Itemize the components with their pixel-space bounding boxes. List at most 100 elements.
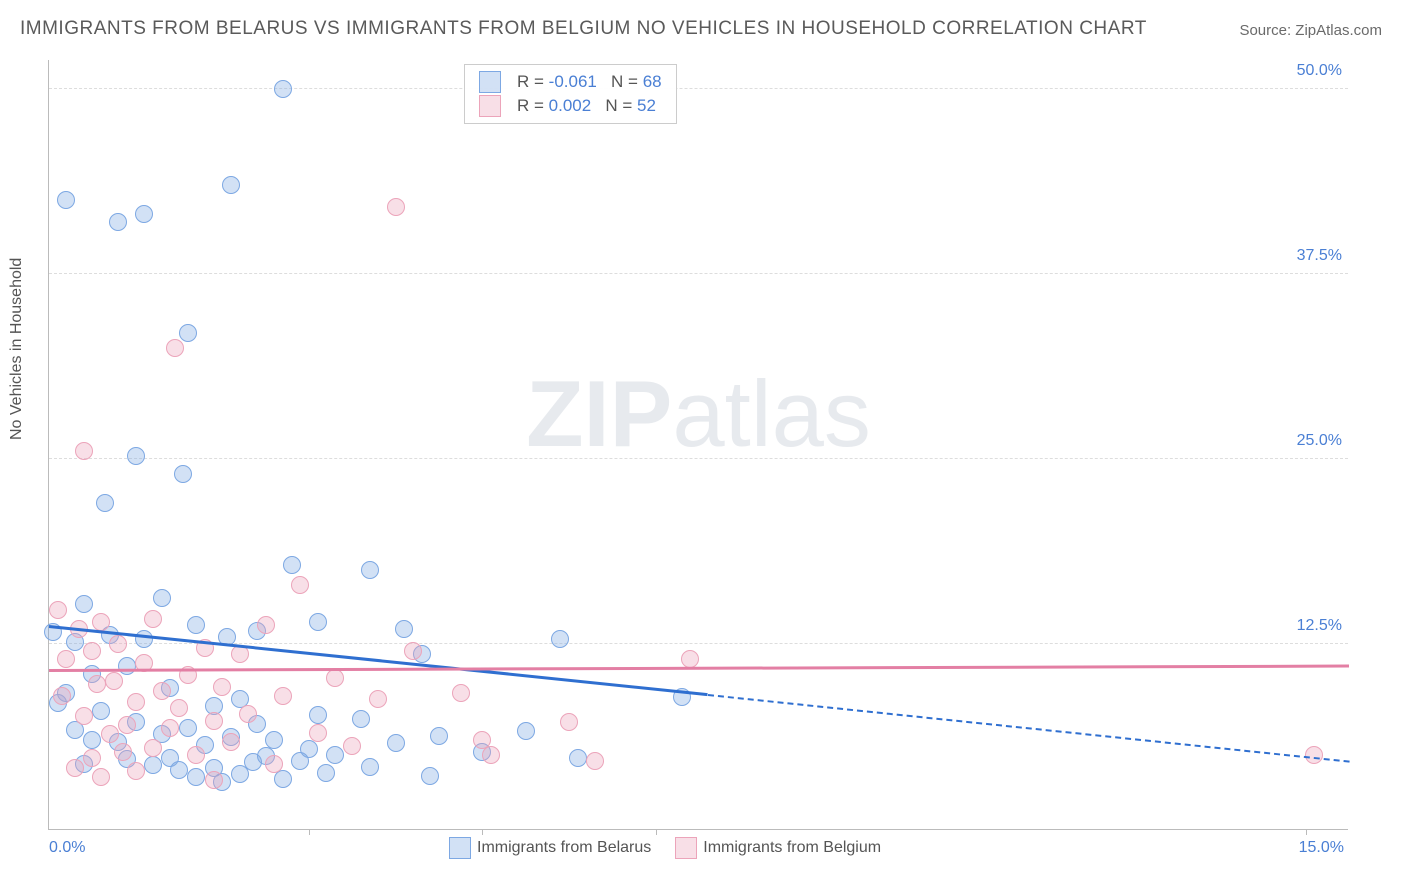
gridline xyxy=(49,88,1348,89)
y-tick-label: 12.5% xyxy=(1297,617,1342,635)
scatter-point xyxy=(83,731,101,749)
series-legend: Immigrants from Belarus Immigrants from B… xyxy=(449,837,881,859)
scatter-point xyxy=(75,442,93,460)
scatter-point xyxy=(101,725,119,743)
source-attribution: Source: ZipAtlas.com xyxy=(1239,22,1382,39)
scatter-point xyxy=(127,762,145,780)
gridline xyxy=(49,273,1348,274)
chart-title: IMMIGRANTS FROM BELARUS VS IMMIGRANTS FR… xyxy=(20,18,1147,40)
scatter-point xyxy=(57,191,75,209)
scatter-point xyxy=(317,764,335,782)
scatter-point xyxy=(83,642,101,660)
scatter-point xyxy=(421,767,439,785)
scatter-point xyxy=(222,733,240,751)
scatter-point xyxy=(109,635,127,653)
scatter-point xyxy=(144,739,162,757)
scatter-point xyxy=(179,719,197,737)
scatter-point xyxy=(222,176,240,194)
scatter-point xyxy=(1305,746,1323,764)
scatter-point xyxy=(187,768,205,786)
watermark: ZIPatlas xyxy=(526,360,871,468)
x-tick-label: 0.0% xyxy=(49,839,85,857)
legend-item: Immigrants from Belarus xyxy=(449,837,651,859)
scatter-point xyxy=(179,324,197,342)
scatter-point xyxy=(88,675,106,693)
scatter-point xyxy=(560,713,578,731)
y-tick-label: 37.5% xyxy=(1297,247,1342,265)
scatter-point xyxy=(170,699,188,717)
scatter-point xyxy=(187,746,205,764)
scatter-point xyxy=(205,771,223,789)
scatter-plot-area: ZIPatlas 12.5%25.0%37.5%50.0%0.0%15.0%R … xyxy=(48,60,1348,830)
scatter-point xyxy=(75,595,93,613)
scatter-point xyxy=(681,650,699,668)
scatter-point xyxy=(127,447,145,465)
scatter-point xyxy=(569,749,587,767)
x-tick-mark xyxy=(309,829,310,835)
scatter-point xyxy=(291,576,309,594)
scatter-point xyxy=(265,731,283,749)
scatter-point xyxy=(161,719,179,737)
x-tick-label: 15.0% xyxy=(1299,839,1344,857)
scatter-point xyxy=(144,756,162,774)
scatter-point xyxy=(109,213,127,231)
scatter-point xyxy=(174,465,192,483)
scatter-point xyxy=(265,755,283,773)
scatter-point xyxy=(352,710,370,728)
scatter-point xyxy=(551,630,569,648)
scatter-point xyxy=(83,749,101,767)
scatter-point xyxy=(387,198,405,216)
scatter-point xyxy=(517,722,535,740)
scatter-point xyxy=(118,716,136,734)
scatter-point xyxy=(309,724,327,742)
scatter-point xyxy=(57,650,75,668)
scatter-point xyxy=(430,727,448,745)
scatter-point xyxy=(187,616,205,634)
legend-swatch xyxy=(479,95,501,117)
scatter-point xyxy=(369,690,387,708)
scatter-point xyxy=(257,616,275,634)
legend-label: Immigrants from Belgium xyxy=(703,839,881,857)
scatter-point xyxy=(118,657,136,675)
gridline xyxy=(49,458,1348,459)
scatter-point xyxy=(274,80,292,98)
stat-row: R = -0.061 N = 68 xyxy=(479,71,662,93)
scatter-point xyxy=(387,734,405,752)
scatter-point xyxy=(92,768,110,786)
scatter-point xyxy=(309,706,327,724)
scatter-point xyxy=(343,737,361,755)
scatter-point xyxy=(49,601,67,619)
scatter-point xyxy=(361,758,379,776)
legend-swatch xyxy=(449,837,471,859)
legend-item: Immigrants from Belgium xyxy=(675,837,881,859)
legend-swatch xyxy=(675,837,697,859)
scatter-point xyxy=(153,682,171,700)
scatter-point xyxy=(283,556,301,574)
y-tick-label: 50.0% xyxy=(1297,62,1342,80)
y-axis-label: No Vehicles in Household xyxy=(8,258,26,440)
scatter-point xyxy=(482,746,500,764)
scatter-point xyxy=(361,561,379,579)
scatter-point xyxy=(75,707,93,725)
scatter-point xyxy=(114,743,132,761)
scatter-point xyxy=(161,749,179,767)
x-tick-mark xyxy=(656,829,657,835)
gridline xyxy=(49,643,1348,644)
stat-row: R = 0.002 N = 52 xyxy=(479,95,662,117)
scatter-point xyxy=(135,205,153,223)
trend-line xyxy=(49,665,1349,672)
scatter-point xyxy=(300,740,318,758)
x-tick-mark xyxy=(482,829,483,835)
scatter-point xyxy=(274,687,292,705)
scatter-point xyxy=(404,642,422,660)
scatter-point xyxy=(135,630,153,648)
scatter-point xyxy=(586,752,604,770)
scatter-point xyxy=(92,613,110,631)
legend-label: Immigrants from Belarus xyxy=(477,839,651,857)
scatter-point xyxy=(326,746,344,764)
y-tick-label: 25.0% xyxy=(1297,432,1342,450)
scatter-point xyxy=(213,678,231,696)
trend-line xyxy=(708,694,1350,763)
correlation-stats-box: R = -0.061 N = 68R = 0.002 N = 52 xyxy=(464,64,677,124)
scatter-point xyxy=(92,702,110,720)
